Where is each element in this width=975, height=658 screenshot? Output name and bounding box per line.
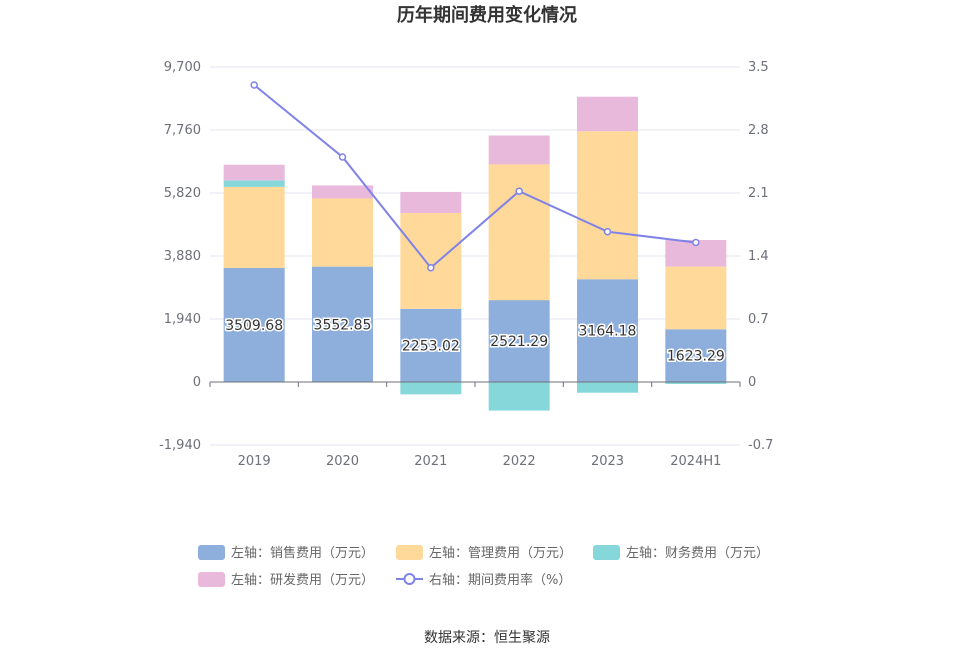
bar-segment bbox=[577, 96, 638, 132]
bar-segment bbox=[577, 382, 638, 393]
legend-item-label: 左轴：销售费用（万元） bbox=[231, 545, 374, 561]
data-source: 数据来源：恒生聚源 bbox=[424, 630, 550, 646]
bar-data-label: 2253.02 bbox=[402, 338, 460, 354]
right-axis-tick-label: -0.7 bbox=[748, 438, 773, 453]
left-axis-tick-label: -1,940 bbox=[159, 438, 201, 453]
bar-segment bbox=[223, 180, 285, 187]
right-axis-tick-label: 1.4 bbox=[748, 249, 769, 264]
right-axis-tick-label: 2.1 bbox=[748, 186, 769, 201]
rate-line-layer bbox=[250, 81, 700, 272]
legend: 左轴：销售费用（万元） 左轴：管理费用（万元） 左轴：财务费用（万元） 左轴：研发费用… bbox=[198, 545, 769, 588]
bar-segment bbox=[488, 135, 550, 165]
bars-layer bbox=[223, 96, 727, 411]
bar-segment bbox=[223, 186, 285, 269]
bar-data-label: 3509.68 bbox=[225, 318, 283, 334]
rate-point bbox=[338, 153, 347, 161]
right-axis-tick-label: 0.7 bbox=[748, 312, 769, 327]
left-axis-tick-label: 0 bbox=[193, 375, 201, 390]
bar-segment bbox=[400, 191, 462, 214]
legend-item-label: 左轴：研发费用（万元） bbox=[231, 572, 374, 588]
x-axis-category-label: 2023 bbox=[591, 454, 624, 469]
chart-title: 历年期间费用变化情况 bbox=[397, 4, 577, 26]
x-axis-category-label: 2021 bbox=[414, 454, 447, 469]
legend-swatch bbox=[593, 545, 620, 560]
legend-item-label: 左轴：管理费用（万元） bbox=[429, 546, 572, 561]
bar-segment bbox=[488, 164, 550, 301]
bar-segment bbox=[488, 300, 550, 382]
legend-swatch bbox=[198, 572, 225, 587]
x-axis-category-label: 2020 bbox=[326, 454, 359, 469]
bar-segment bbox=[312, 266, 373, 382]
rate-point bbox=[515, 187, 523, 195]
bar-segment bbox=[577, 131, 638, 280]
bar-data-label: 3552.85 bbox=[314, 317, 372, 333]
x-axis-category-label: 2024H1 bbox=[670, 454, 721, 469]
bar-data-label: 2521.29 bbox=[490, 334, 548, 350]
right-axis-tick-label: 3.5 bbox=[748, 60, 769, 75]
legend-swatch bbox=[396, 545, 423, 560]
left-axis-tick-label: 7,760 bbox=[164, 123, 201, 138]
rate-point bbox=[603, 227, 612, 236]
bar-segment bbox=[665, 329, 727, 382]
legend-item-label: 右轴：期间费用率（%） bbox=[429, 572, 571, 588]
data-labels-layer: 3509.68 3552.85 2253.02 2521.29 3164.18 1623.… bbox=[224, 316, 727, 366]
bar-segment bbox=[312, 185, 373, 199]
bar-segment bbox=[665, 382, 727, 384]
left-axis-tick-label: 3,880 bbox=[164, 249, 201, 264]
grid-lines bbox=[210, 66, 740, 446]
right-axis-tick-label: 0 bbox=[748, 375, 756, 390]
bar-segment bbox=[400, 213, 462, 309]
x-axis-category-label: 2019 bbox=[238, 454, 271, 469]
rate-point bbox=[250, 81, 258, 89]
right-axis-tick-label: 2.8 bbox=[748, 123, 769, 138]
legend-line-marker bbox=[403, 573, 416, 585]
bar-segment bbox=[400, 382, 462, 395]
rate-line bbox=[253, 84, 696, 270]
bar-segment bbox=[223, 268, 285, 382]
bar-segment bbox=[577, 279, 638, 382]
rate-point bbox=[427, 263, 435, 272]
legend-item-label: 左轴：财务费用（万元） bbox=[626, 545, 769, 561]
bar-segment bbox=[312, 198, 373, 267]
axes-layer: -1,940 0 1,940 3,880 5,820 7,760 9,700 -0.7 0 0.7… bbox=[159, 60, 773, 469]
bar-segment bbox=[400, 308, 462, 382]
left-axis-tick-label: 1,940 bbox=[164, 312, 201, 327]
bar-segment bbox=[488, 382, 550, 411]
rate-point bbox=[692, 238, 700, 247]
left-axis-tick-label: 9,700 bbox=[164, 60, 201, 75]
left-axis-tick-label: 5,820 bbox=[164, 186, 201, 201]
x-axis-category-label: 2022 bbox=[503, 454, 536, 469]
bar-data-label: 3164.18 bbox=[579, 324, 637, 340]
bar-data-label: 1623.29 bbox=[667, 349, 725, 365]
legend-swatch bbox=[198, 545, 225, 560]
bar-segment bbox=[223, 164, 285, 181]
bar-segment bbox=[665, 266, 727, 330]
